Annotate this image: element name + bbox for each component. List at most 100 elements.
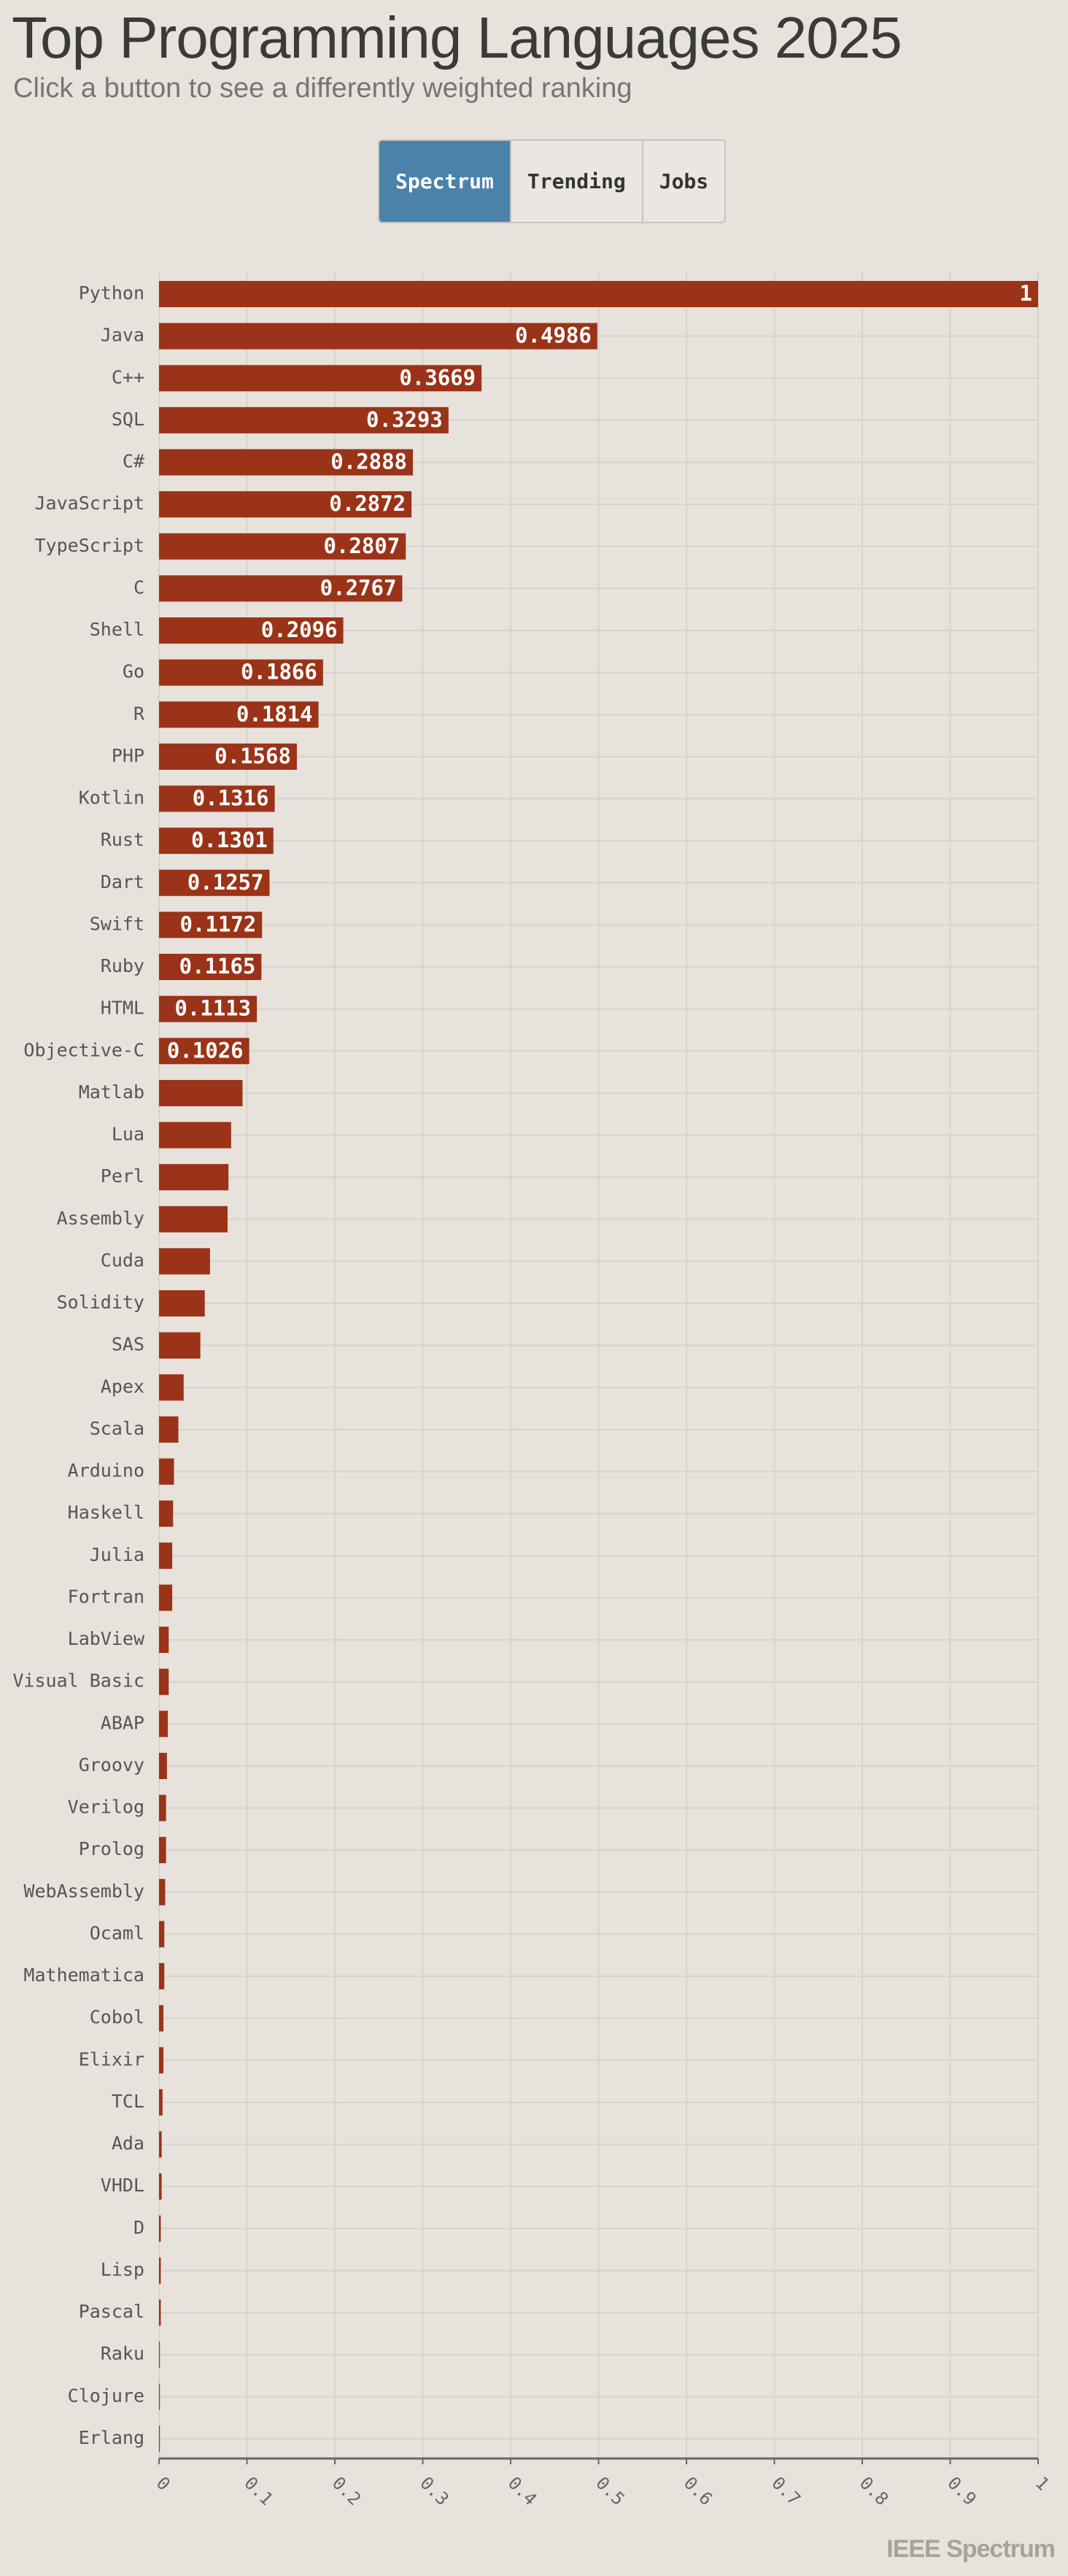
category-label: C: [134, 576, 144, 598]
category-label: TCL: [112, 2091, 144, 2112]
x-tick-label: 0.9: [943, 2472, 980, 2509]
category-label: Mathematica: [23, 1964, 144, 1986]
x-tick-label: 0.7: [767, 2472, 804, 2509]
data-label: 0.1172: [179, 911, 256, 936]
data-label: 0.1866: [241, 660, 317, 685]
category-label: Haskell: [68, 1502, 144, 1523]
data-label: 0.3669: [399, 365, 476, 390]
data-label: 0.2872: [329, 491, 406, 516]
category-label: Dart: [101, 871, 144, 892]
bar: [159, 1248, 210, 1275]
category-label: Visual Basic: [12, 1670, 144, 1692]
category-label: Ocaml: [90, 1922, 144, 1943]
bar: [159, 1332, 201, 1359]
bar: [159, 1458, 174, 1485]
bar: [159, 1038, 249, 1065]
data-label: 1: [1020, 281, 1032, 306]
category-label: R: [134, 703, 145, 724]
bar: [159, 1290, 205, 1317]
bar: [159, 2341, 160, 2368]
category-label: LabView: [68, 1628, 145, 1649]
bar: [159, 2089, 163, 2116]
bar: [159, 2215, 161, 2242]
category-label: HTML: [101, 998, 144, 1019]
category-label: Lisp: [101, 2259, 144, 2280]
data-label: 0.1568: [214, 744, 291, 768]
category-label: WebAssembly: [23, 1881, 144, 1902]
data-label: 0.1814: [236, 701, 313, 726]
bar: [159, 2257, 161, 2284]
category-label: TypeScript: [34, 535, 144, 556]
category-label: Python: [79, 282, 144, 304]
category-label: Shell: [90, 619, 144, 640]
data-label: 0.2888: [330, 450, 407, 474]
category-label: Arduino: [68, 1460, 144, 1481]
bar: [159, 701, 319, 728]
bar: [159, 1079, 243, 1106]
category-label: Java: [101, 325, 144, 346]
category-label: Solidity: [57, 1292, 144, 1313]
x-tick-label: 0.4: [504, 2472, 541, 2509]
bar: [159, 1837, 166, 1864]
bar: [159, 2005, 164, 2032]
category-label: D: [134, 2217, 144, 2238]
bar: [159, 1963, 165, 1990]
bar: [159, 2426, 160, 2452]
data-label: 0.1026: [167, 1038, 244, 1063]
bar: [159, 2047, 164, 2074]
category-label: Cuda: [101, 1249, 144, 1270]
ranking-button[interactable]: Jobs: [641, 141, 725, 222]
bar: [159, 491, 412, 518]
category-label: Kotlin: [79, 787, 144, 809]
category-label: Cobol: [90, 2007, 144, 2028]
data-label: 0.3293: [366, 407, 443, 432]
data-label: 0.4986: [515, 323, 592, 348]
footer-logo: IEEE Spectrum: [886, 2535, 1056, 2563]
category-label: Ruby: [101, 955, 144, 976]
category-label: Matlab: [79, 1081, 144, 1103]
bar: [159, 1122, 231, 1149]
subtitle: Click a button to see a differently weig…: [13, 73, 632, 104]
category-label: Verilog: [68, 1797, 144, 1818]
ranking-button[interactable]: Spectrum: [379, 141, 510, 222]
category-label: Ada: [112, 2133, 144, 2154]
category-label: Scala: [90, 1418, 144, 1439]
category-label: Lua: [112, 1124, 144, 1145]
bar: [159, 1711, 169, 1738]
ranking-button[interactable]: Trending: [509, 141, 642, 222]
bar: [159, 449, 414, 476]
bar: [159, 1416, 179, 1443]
bar: [159, 1374, 184, 1401]
bar: [159, 659, 323, 686]
bar: [159, 1878, 166, 1905]
bar: [159, 1500, 174, 1527]
ranking-buttons: Spectrum Trending Jobs: [378, 139, 727, 223]
bar: [159, 954, 262, 981]
category-label: Prolog: [79, 1838, 144, 1859]
bar: [159, 533, 406, 560]
category-label: Elixir: [79, 2048, 144, 2070]
category-label: Clojure: [68, 2385, 144, 2406]
data-label: 0.1113: [174, 996, 251, 1021]
bar: [159, 743, 297, 770]
data-label: 0.2767: [320, 575, 397, 600]
data-label: 0.1301: [191, 828, 268, 852]
bar: [159, 323, 597, 350]
bar: [159, 2299, 161, 2326]
x-tick-label: 1: [1032, 2472, 1053, 2494]
title: Top Programming Languages 2025: [12, 5, 902, 70]
x-tick-label: 0.8: [856, 2472, 892, 2509]
category-label: Apex: [101, 1376, 144, 1397]
category-label: VHDL: [101, 2175, 144, 2196]
category-label: C++: [112, 366, 144, 387]
bar: [159, 406, 449, 433]
bar: [159, 1584, 173, 1611]
category-label: Pascal: [79, 2301, 144, 2322]
data-label: 0.1165: [179, 954, 256, 979]
category-label: Groovy: [79, 1754, 144, 1775]
data-label: 0.2807: [323, 533, 400, 558]
x-tick-label: 0.2: [328, 2472, 365, 2509]
x-tick-label: 0: [152, 2472, 174, 2494]
